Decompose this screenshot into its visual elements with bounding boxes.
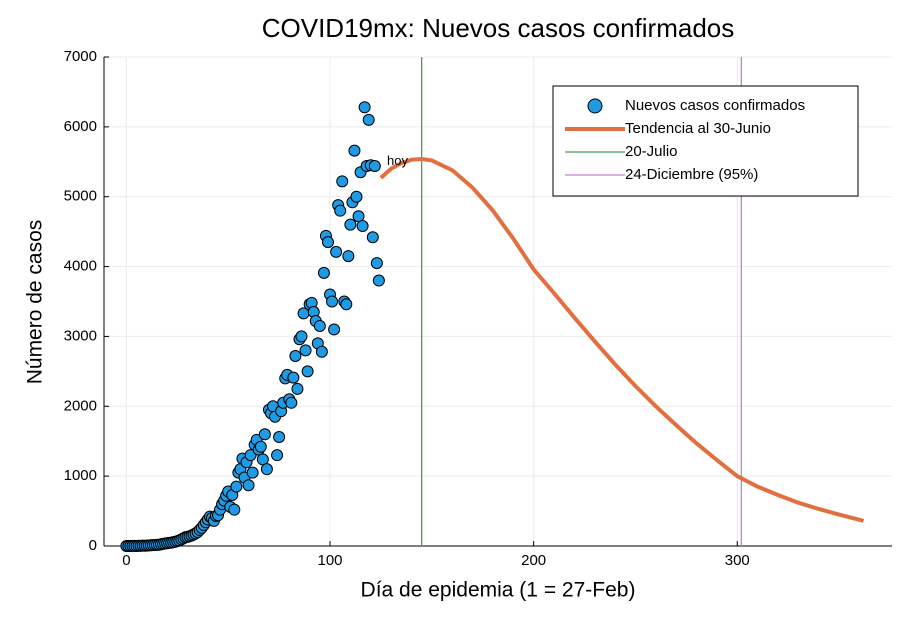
legend-label: Nuevos casos confirmados: [625, 97, 805, 114]
data-point: [362, 113, 375, 126]
data-point: [273, 431, 286, 444]
y-axis-label: Número de casos: [24, 220, 47, 385]
y-tick-label: 7000: [64, 48, 97, 65]
data-point: [285, 396, 298, 409]
data-point: [244, 449, 257, 462]
x-tick-label: 100: [317, 552, 342, 569]
y-tick-label: 6000: [64, 118, 97, 135]
data-point: [228, 503, 241, 516]
data-point: [366, 231, 379, 244]
x-tick-label: 0: [122, 552, 130, 569]
data-point: [317, 266, 330, 279]
data-point: [368, 159, 381, 172]
data-point: [258, 428, 271, 441]
data-point: [358, 101, 371, 114]
data-point: [350, 190, 363, 203]
data-point: [334, 204, 347, 217]
data-point: [254, 440, 267, 453]
data-point: [315, 345, 328, 358]
legend-label: 24-Diciembre (95%): [625, 166, 758, 183]
data-point: [321, 236, 334, 249]
data-point: [242, 479, 255, 492]
data-point: [342, 250, 355, 263]
data-point: [313, 319, 326, 332]
data-point: [328, 323, 341, 336]
y-tick-label: 0: [89, 537, 97, 554]
data-point: [295, 330, 308, 343]
data-point: [260, 463, 273, 476]
data-point: [271, 449, 284, 462]
data-point: [348, 144, 361, 157]
data-point: [299, 344, 312, 357]
data-point: [330, 245, 343, 258]
data-point: [246, 466, 259, 479]
data-point: [289, 349, 302, 362]
data-point: [291, 382, 304, 395]
data-point: [372, 274, 385, 287]
y-tick-label: 2000: [64, 397, 97, 414]
y-tick-label: 1000: [64, 467, 97, 484]
y-tick-label: 3000: [64, 327, 97, 344]
data-point: [301, 365, 314, 378]
chart-title: COVID19mx: Nuevos casos confirmados: [262, 13, 735, 43]
trend-line: [379, 156, 864, 523]
legend-label: 20-Julio: [625, 143, 678, 160]
y-tick-label: 5000: [64, 188, 97, 205]
legend-box: [552, 85, 859, 197]
legend-label: Tendencia al 30-Junio: [625, 120, 771, 137]
legend-symbol: [587, 98, 603, 114]
data-point: [326, 295, 339, 308]
data-point: [340, 298, 353, 311]
data-point: [370, 257, 383, 270]
annotation: hoy: [387, 153, 408, 168]
data-point: [336, 175, 349, 188]
data-point: [287, 371, 300, 384]
y-tick-label: 4000: [64, 258, 97, 275]
legend: Nuevos casos confirmados Tendencia al 30-…: [552, 85, 859, 197]
data-point: [344, 218, 357, 231]
x-tick-label: 200: [521, 552, 546, 569]
x-axis-label: Día de epidemia (1 = 27-Feb): [361, 579, 636, 602]
data-point: [230, 480, 243, 493]
data-point: [356, 220, 369, 233]
x-tick-label: 300: [725, 552, 750, 569]
